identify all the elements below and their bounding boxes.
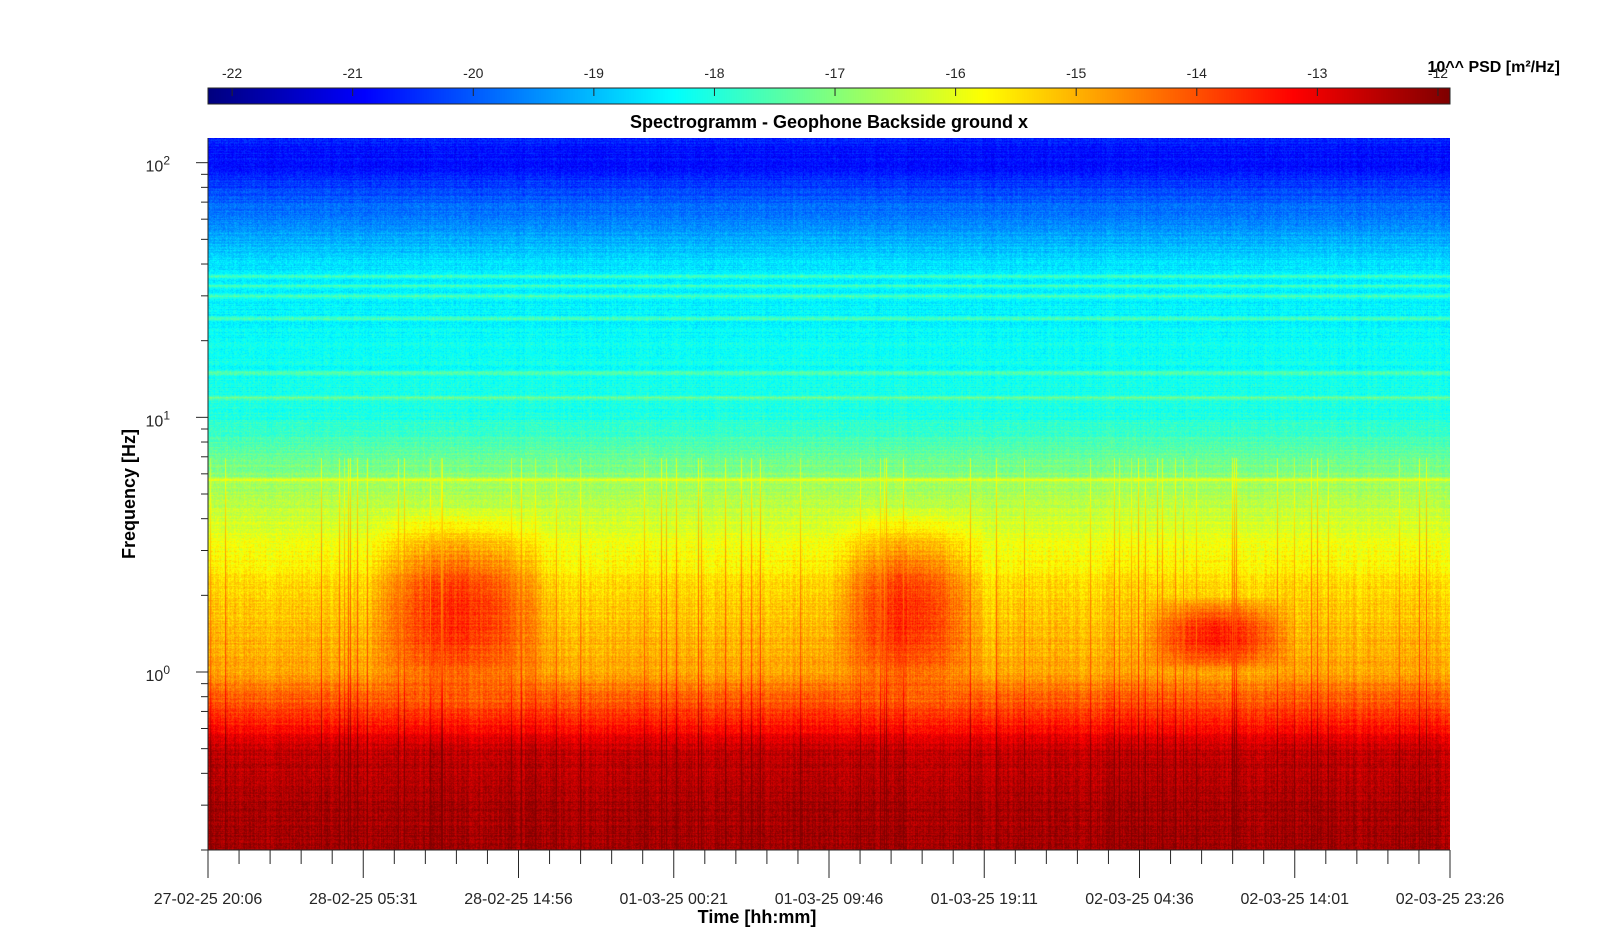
x-tick-label: 01-03-25 09:46 — [775, 891, 884, 908]
x-axis-ticks: 27-02-25 20:06 28-02-25 05:31 28-02-25 14:… — [154, 850, 1505, 908]
colorbar-tick-label: -13 — [1307, 65, 1327, 81]
colorbar-tick-label: -22 — [222, 65, 242, 81]
spectrogram-plot-area — [208, 138, 1450, 850]
colorbar-tick-label: -19 — [584, 65, 604, 81]
colorbar — [208, 88, 1450, 104]
y-tick-label: 102 — [146, 154, 171, 176]
x-tick-label: 28-02-25 14:56 — [464, 891, 573, 908]
x-tick-label: 02-03-25 14:01 — [1240, 891, 1349, 908]
x-axis-label: Time [hh:mm] — [698, 907, 817, 927]
colorbar-tick-label: -17 — [825, 65, 845, 81]
x-tick-label: 27-02-25 20:06 — [154, 891, 263, 908]
colorbar-tick-label: -15 — [1066, 65, 1086, 81]
colorbar-gradient — [208, 88, 1450, 104]
colorbar-label: 10^^ PSD [m²/Hz] — [1428, 59, 1560, 76]
chart-title: Spectrogramm - Geophone Backside ground … — [630, 112, 1028, 132]
spectrogram-heatmap — [208, 138, 1450, 850]
y-tick-label: 100 — [146, 663, 171, 685]
colorbar-ticks: -22 -21 -20 -19 -18 -17 -16 -15 -14 -13 -12 — [222, 65, 1448, 96]
colorbar-tick-label: -14 — [1187, 65, 1207, 81]
x-tick-label: 01-03-25 19:11 — [931, 891, 1038, 908]
colorbar-tick-label: -16 — [945, 65, 965, 81]
y-axis-label: Frequency [Hz] — [119, 429, 139, 559]
colorbar-frame — [207, 87, 1451, 105]
x-tick-label: 02-03-25 04:36 — [1085, 891, 1194, 908]
colorbar-tick-label: -12 — [1428, 65, 1448, 81]
colorbar-tick-label: -20 — [463, 65, 483, 81]
x-tick-label: 28-02-25 05:31 — [309, 891, 418, 908]
colorbar-tick-label: -18 — [704, 65, 724, 81]
x-tick-label: 01-03-25 00:21 — [619, 891, 728, 908]
x-tick-label: 02-03-25 23:26 — [1396, 891, 1505, 908]
y-axis-ticks: 100 101 102 — [146, 154, 208, 851]
y-tick-label: 101 — [146, 408, 171, 430]
colorbar-tick-label: -21 — [343, 65, 363, 81]
